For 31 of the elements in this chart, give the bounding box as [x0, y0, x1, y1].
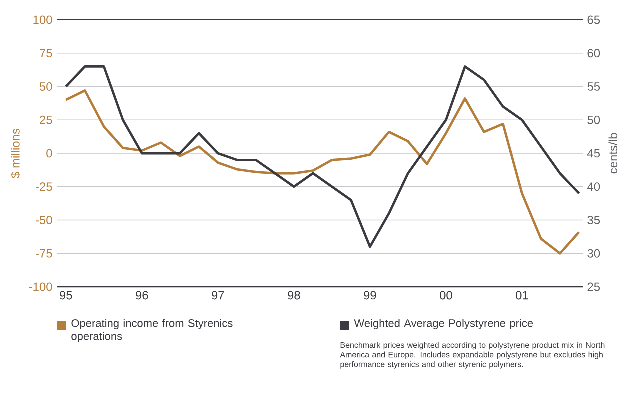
y-tick-label: 50: [40, 82, 52, 91]
x-tick-label: 95: [60, 291, 72, 300]
y2-tick-label: 35: [588, 216, 600, 224]
legend-label: Operating income from Styrenics operations: [72, 319, 233, 342]
y2-tick-label: 40: [587, 182, 600, 192]
x-tick-label: 98: [288, 291, 300, 300]
y2-tick-label: 45: [587, 149, 600, 158]
y2-tick-label: 30: [588, 249, 600, 258]
text: Benchmark prices weighted according to polystyrene product mix in North America and Europe. Includes expandable polystyrene but excludes high performance styrenics and other styrenic polymers.: [340, 342, 605, 369]
x-tick-label: 97: [212, 291, 224, 300]
y-tick-label: 25: [40, 116, 52, 124]
y2-tick-label: 60: [588, 49, 600, 58]
y-tick-label: -75: [36, 249, 52, 258]
y2-tick-label: 50: [588, 116, 600, 124]
y2-axis-title: cents/lb: [608, 133, 618, 174]
y-tick-label: 75: [40, 49, 52, 58]
y-tick-label: 0: [46, 149, 52, 158]
y2-tick-label: 55: [588, 82, 600, 91]
line-series: [64, 90, 580, 255]
x-tick-label: 01: [516, 291, 528, 300]
y2-tick-label: 65: [588, 16, 600, 24]
y-tick-label: 100: [34, 16, 52, 24]
y-axis-title: $ millions: [10, 128, 21, 178]
x-tick-label: 00: [440, 291, 452, 300]
y-tick-label: -25: [36, 182, 52, 192]
y-tick-label: -100: [29, 282, 52, 292]
legend-label: Weighted Average Polystyrene price: [354, 319, 534, 330]
y-tick-label: -50: [36, 216, 52, 224]
x-tick-label: 99: [364, 291, 376, 300]
x-tick-label: 96: [136, 291, 148, 300]
y2-tick-label: 25: [588, 282, 600, 292]
